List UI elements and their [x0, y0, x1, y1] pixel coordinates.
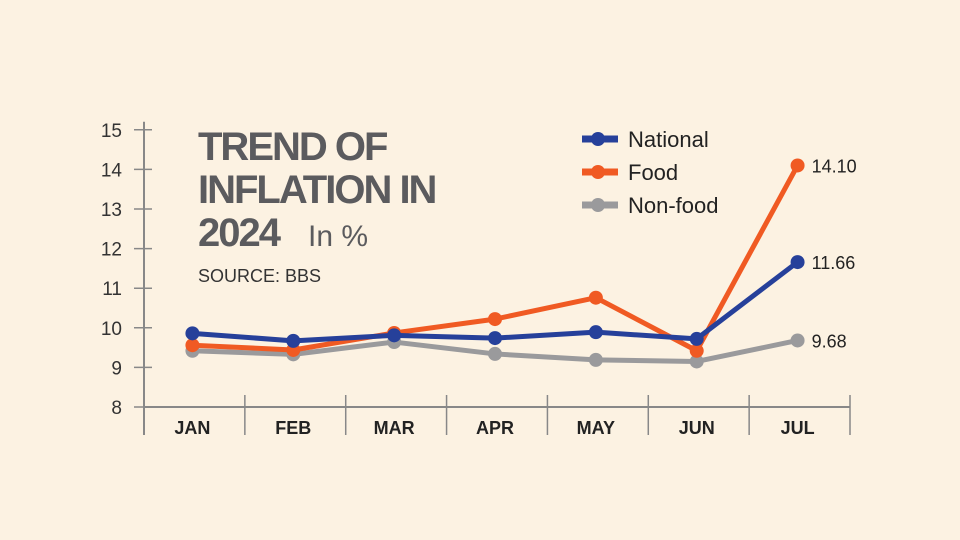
legend: National Food Non-food — [582, 127, 719, 218]
title-line-2: INFLATION IN — [198, 168, 436, 212]
data-point — [185, 338, 200, 353]
end-value-label: 9.68 — [812, 331, 847, 351]
x-tick-label: JUN — [679, 418, 715, 438]
axes — [143, 121, 851, 435]
y-tick-label: 9 — [111, 358, 122, 379]
y-tick-label: 13 — [101, 200, 122, 221]
x-tick-label: MAY — [577, 418, 615, 438]
data-point — [790, 255, 805, 270]
y-tick-label: 8 — [111, 398, 122, 419]
series-lines: 9.68 14.10 11.66 — [185, 156, 857, 369]
legend-item: Food — [582, 160, 678, 185]
data-point — [286, 333, 301, 348]
data-point — [588, 352, 603, 367]
legend-item: Non-food — [582, 193, 719, 218]
x-tick-label: APR — [476, 418, 514, 438]
x-tick-label: JAN — [174, 418, 210, 438]
end-value-label: 11.66 — [812, 253, 856, 273]
end-value-label: 14.10 — [812, 156, 857, 176]
legend-label: Non-food — [628, 193, 719, 218]
unit-label: In % — [308, 220, 368, 253]
title-line-1: TREND OF — [198, 125, 387, 169]
legend-label: Food — [628, 160, 678, 185]
data-point — [790, 333, 805, 348]
x-axis-categories: JAN FEB MAR APR MAY JUN JUL — [174, 418, 814, 438]
y-tick-label: 11 — [102, 279, 122, 300]
data-point — [488, 331, 502, 346]
chart-title: TREND OF INFLATION IN 2024 In % SOURCE: … — [198, 125, 438, 286]
source-label: SOURCE: BBS — [198, 266, 321, 286]
data-point — [185, 326, 200, 341]
x-tick-label: MAR — [374, 418, 415, 438]
data-point — [488, 312, 502, 327]
data-point — [387, 328, 402, 343]
legend-item: National — [582, 127, 709, 152]
data-point — [689, 343, 704, 358]
data-point — [790, 158, 805, 173]
y-axis-ticks: 8 9 10 11 12 13 14 15 — [101, 121, 152, 419]
x-tick-label: FEB — [275, 418, 311, 438]
y-tick-label: 10 — [101, 319, 122, 340]
title-line-3: 2024 — [198, 211, 282, 255]
legend-label: National — [628, 127, 709, 152]
data-point — [588, 325, 603, 340]
legend-marker — [591, 198, 605, 212]
data-point — [488, 346, 502, 361]
series-national: 11.66 — [185, 253, 855, 348]
legend-marker — [591, 165, 605, 179]
x-tick-label: JUL — [781, 418, 815, 438]
y-tick-label: 12 — [101, 240, 122, 261]
y-tick-label: 15 — [101, 121, 122, 142]
legend-marker — [591, 132, 605, 146]
data-point — [689, 331, 704, 346]
data-point — [689, 354, 704, 369]
y-tick-label: 14 — [101, 160, 123, 181]
data-point — [588, 290, 603, 305]
